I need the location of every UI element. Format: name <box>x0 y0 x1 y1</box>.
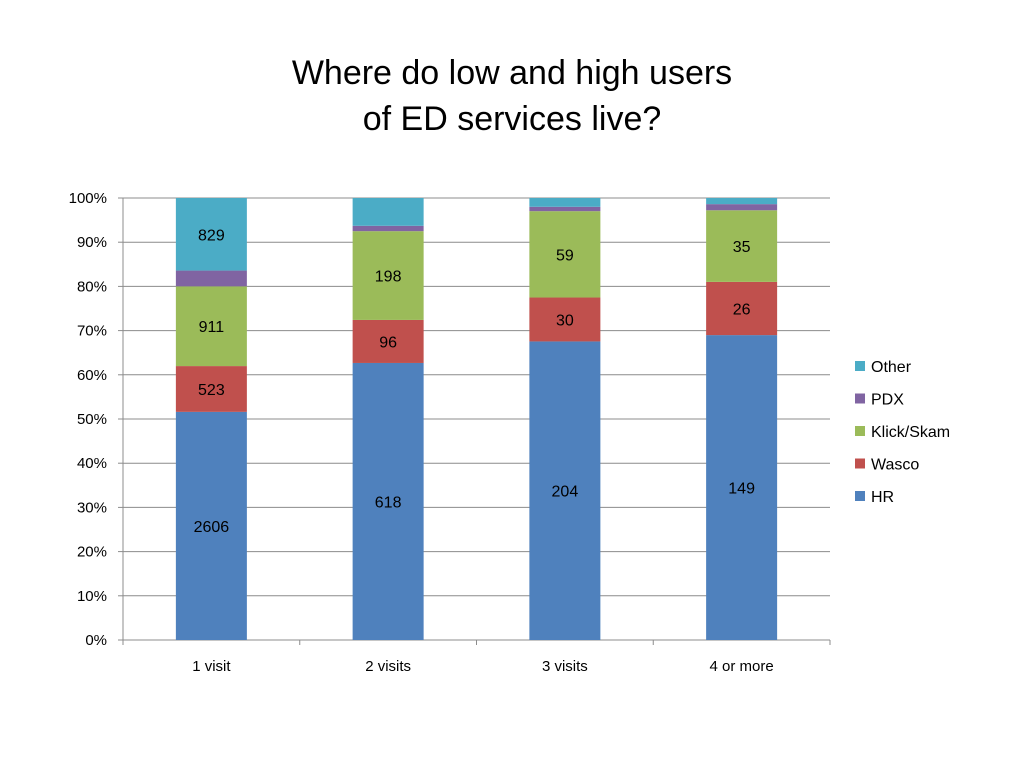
legend-swatch <box>855 491 865 501</box>
y-tick-label: 10% <box>77 588 107 605</box>
data-label: 618 <box>375 494 402 511</box>
data-label: 35 <box>733 239 751 256</box>
legend-swatch <box>855 361 865 371</box>
data-label: 59 <box>556 247 574 264</box>
y-tick-label: 60% <box>77 367 107 384</box>
bar-segment-pdx <box>706 204 778 211</box>
y-tick-label: 80% <box>77 278 107 295</box>
data-label: 204 <box>552 484 579 501</box>
legend-swatch <box>855 458 865 469</box>
bar-segment-wasco <box>175 366 247 412</box>
data-label: 149 <box>728 481 755 498</box>
x-tick-label: 4 or more <box>710 658 774 675</box>
legend-label: Wasco <box>871 457 919 474</box>
bar-segment-pdx <box>175 270 247 287</box>
bar-segment-hr <box>175 411 247 640</box>
x-tick-label: 3 visits <box>542 658 588 675</box>
bar-segment-klick-skam <box>529 211 601 298</box>
legend-label: PDX <box>871 392 904 409</box>
data-label: 198 <box>375 269 402 286</box>
legend-swatch <box>855 393 865 404</box>
x-tick-label: 2 visits <box>365 658 411 675</box>
bar-segment-other <box>175 198 247 271</box>
y-tick-label: 70% <box>77 323 107 340</box>
bar-segment-hr <box>706 335 778 640</box>
bar-segment-pdx <box>529 206 601 212</box>
chart-title: Where do low and high users of ED servic… <box>0 50 1024 142</box>
data-label: 26 <box>733 302 751 319</box>
legend-label: HR <box>871 489 894 506</box>
bar-segment-klick-skam <box>352 231 424 320</box>
y-tick-label: 40% <box>77 455 107 472</box>
data-label: 2606 <box>194 519 230 536</box>
data-label: 829 <box>198 227 225 244</box>
bar-segment-wasco <box>352 319 424 363</box>
bar-segment-hr <box>352 362 424 640</box>
y-tick-label: 50% <box>77 411 107 428</box>
x-tick-label: 1 visit <box>192 658 231 675</box>
bar-segment-hr <box>529 341 601 640</box>
bar-segment-klick-skam <box>175 286 247 367</box>
bar-segment-other <box>529 198 601 207</box>
legend-label: Klick/Skam <box>871 424 950 441</box>
y-tick-label: 20% <box>77 544 107 561</box>
data-label: 911 <box>199 319 225 336</box>
data-label: 523 <box>198 382 225 399</box>
bar-segment-pdx <box>352 225 424 232</box>
y-tick-label: 100% <box>69 190 107 207</box>
bar-segment-wasco <box>529 297 601 342</box>
bar-segment-klick-skam <box>706 210 778 282</box>
y-tick-label: 30% <box>77 499 107 516</box>
data-label: 30 <box>556 312 574 329</box>
chart-title-line-1: Where do low and high users <box>291 54 733 92</box>
bar-segment-wasco <box>706 281 778 336</box>
data-label: 96 <box>379 334 397 351</box>
bar-segment-other <box>706 198 778 205</box>
legend-label: Other <box>871 359 912 376</box>
y-tick-label: 0% <box>85 632 107 649</box>
legend-swatch <box>855 426 865 436</box>
bar-segment-other <box>352 198 424 226</box>
y-tick-label: 90% <box>77 234 107 251</box>
chart-title-line-2: of ED services live? <box>362 100 662 138</box>
